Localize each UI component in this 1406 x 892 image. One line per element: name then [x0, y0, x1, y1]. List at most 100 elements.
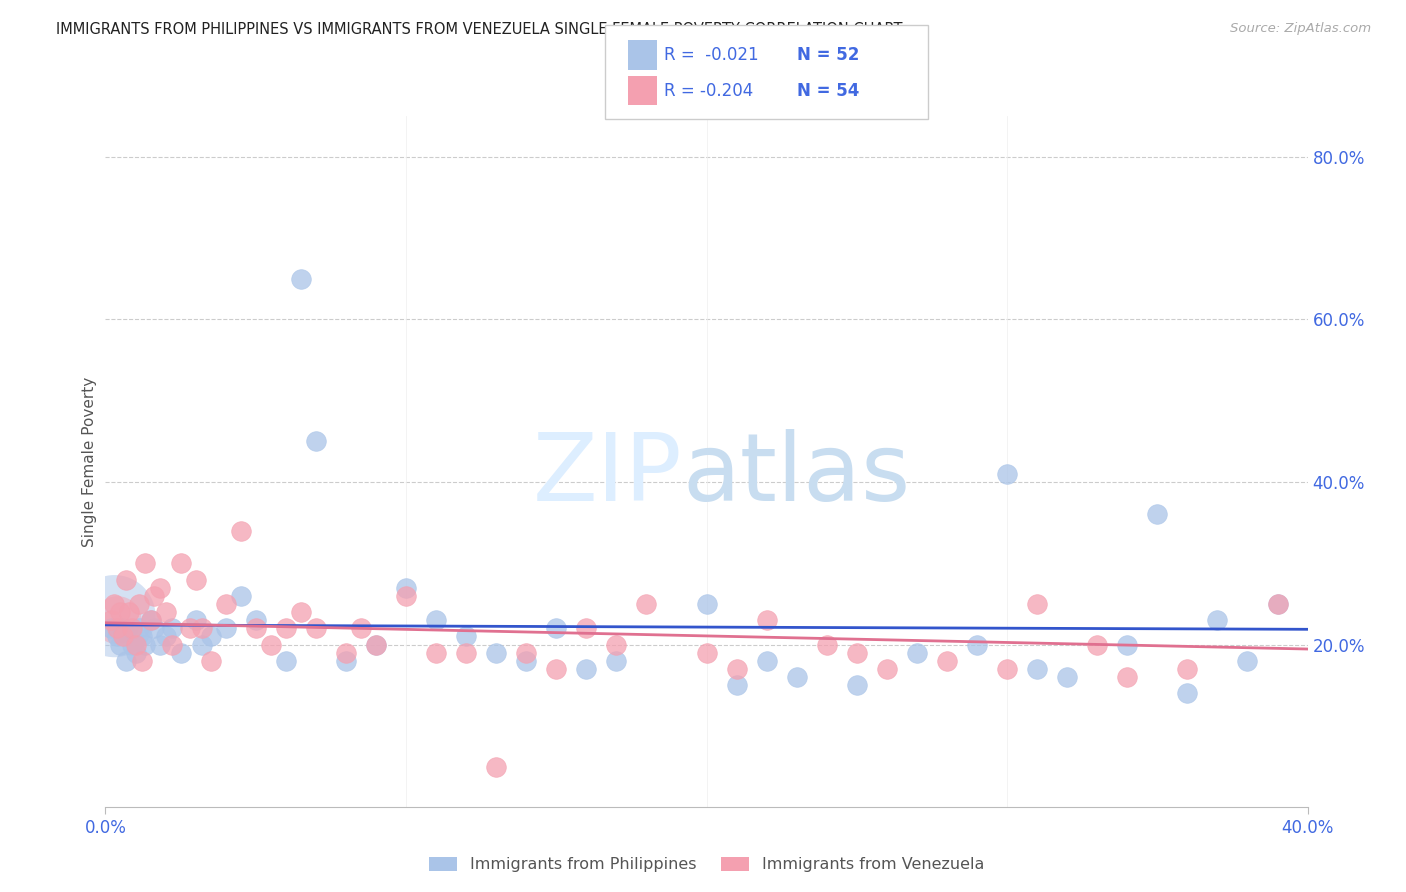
Text: R = -0.204: R = -0.204	[664, 81, 752, 100]
Point	[160, 638, 183, 652]
Text: R =  -0.021: R = -0.021	[664, 45, 758, 64]
Point	[190, 621, 212, 635]
Point	[290, 605, 312, 619]
Point	[1026, 597, 1049, 611]
Point	[575, 621, 598, 635]
Point	[786, 670, 808, 684]
Point	[115, 654, 138, 668]
Point	[148, 638, 170, 652]
Point	[100, 613, 122, 627]
Point	[395, 581, 418, 595]
Point	[605, 654, 627, 668]
Point	[139, 613, 162, 627]
Point	[160, 621, 183, 635]
Point	[995, 662, 1018, 676]
Point	[184, 573, 207, 587]
Point	[1146, 508, 1168, 522]
Point	[395, 589, 418, 603]
Point	[131, 654, 153, 668]
Point	[139, 613, 162, 627]
Point	[200, 630, 222, 644]
Point	[110, 638, 132, 652]
Point	[1206, 613, 1229, 627]
Point	[118, 630, 141, 644]
Point	[124, 638, 146, 652]
Point	[546, 662, 568, 676]
Point	[128, 597, 150, 611]
Point	[118, 605, 141, 619]
Point	[725, 662, 748, 676]
Point	[121, 638, 143, 652]
Point	[335, 654, 357, 668]
Point	[169, 646, 191, 660]
Point	[425, 613, 447, 627]
Point	[142, 621, 165, 635]
Point	[112, 630, 135, 644]
Point	[128, 621, 150, 635]
Y-axis label: Single Female Poverty: Single Female Poverty	[82, 376, 97, 547]
Point	[335, 646, 357, 660]
Point	[936, 654, 959, 668]
Point	[179, 621, 201, 635]
Point	[1026, 662, 1049, 676]
Text: ZIP: ZIP	[533, 429, 682, 522]
Text: IMMIGRANTS FROM PHILIPPINES VS IMMIGRANTS FROM VENEZUELA SINGLE FEMALE POVERTY C: IMMIGRANTS FROM PHILIPPINES VS IMMIGRANT…	[56, 22, 903, 37]
Point	[274, 654, 297, 668]
Point	[142, 589, 165, 603]
Point	[245, 613, 267, 627]
Point	[103, 609, 125, 624]
Point	[1116, 670, 1139, 684]
Point	[110, 605, 132, 619]
Point	[485, 759, 508, 773]
Point	[755, 654, 778, 668]
Point	[107, 613, 129, 627]
Point	[364, 638, 387, 652]
Point	[112, 621, 135, 635]
Point	[169, 556, 191, 570]
Text: N = 52: N = 52	[797, 45, 859, 64]
Point	[1175, 662, 1198, 676]
Point	[214, 621, 236, 635]
Point	[214, 597, 236, 611]
Point	[229, 524, 252, 538]
Point	[107, 621, 129, 635]
Point	[1056, 670, 1078, 684]
Point	[605, 638, 627, 652]
Point	[103, 597, 125, 611]
Point	[845, 646, 868, 660]
Point	[575, 662, 598, 676]
Point	[515, 646, 537, 660]
Point	[100, 621, 122, 635]
Point	[515, 654, 537, 668]
Point	[636, 597, 658, 611]
Point	[755, 613, 778, 627]
Point	[155, 605, 177, 619]
Point	[1175, 686, 1198, 700]
Point	[134, 556, 156, 570]
Point	[1085, 638, 1108, 652]
Point	[364, 638, 387, 652]
Legend: Immigrants from Philippines, Immigrants from Venezuela: Immigrants from Philippines, Immigrants …	[422, 850, 991, 879]
Point	[107, 630, 129, 644]
Point	[454, 630, 477, 644]
Point	[966, 638, 988, 652]
Point	[995, 467, 1018, 481]
Point	[134, 638, 156, 652]
Point	[190, 638, 212, 652]
Point	[1267, 597, 1289, 611]
Point	[274, 621, 297, 635]
Point	[245, 621, 267, 635]
Point	[1236, 654, 1258, 668]
Point	[876, 662, 898, 676]
Point	[200, 654, 222, 668]
Point	[725, 678, 748, 692]
Point	[425, 646, 447, 660]
Point	[546, 621, 568, 635]
Point	[305, 621, 328, 635]
Point	[148, 581, 170, 595]
Point	[905, 646, 928, 660]
Point	[155, 630, 177, 644]
Point	[485, 646, 508, 660]
Text: N = 54: N = 54	[797, 81, 859, 100]
Point	[454, 646, 477, 660]
